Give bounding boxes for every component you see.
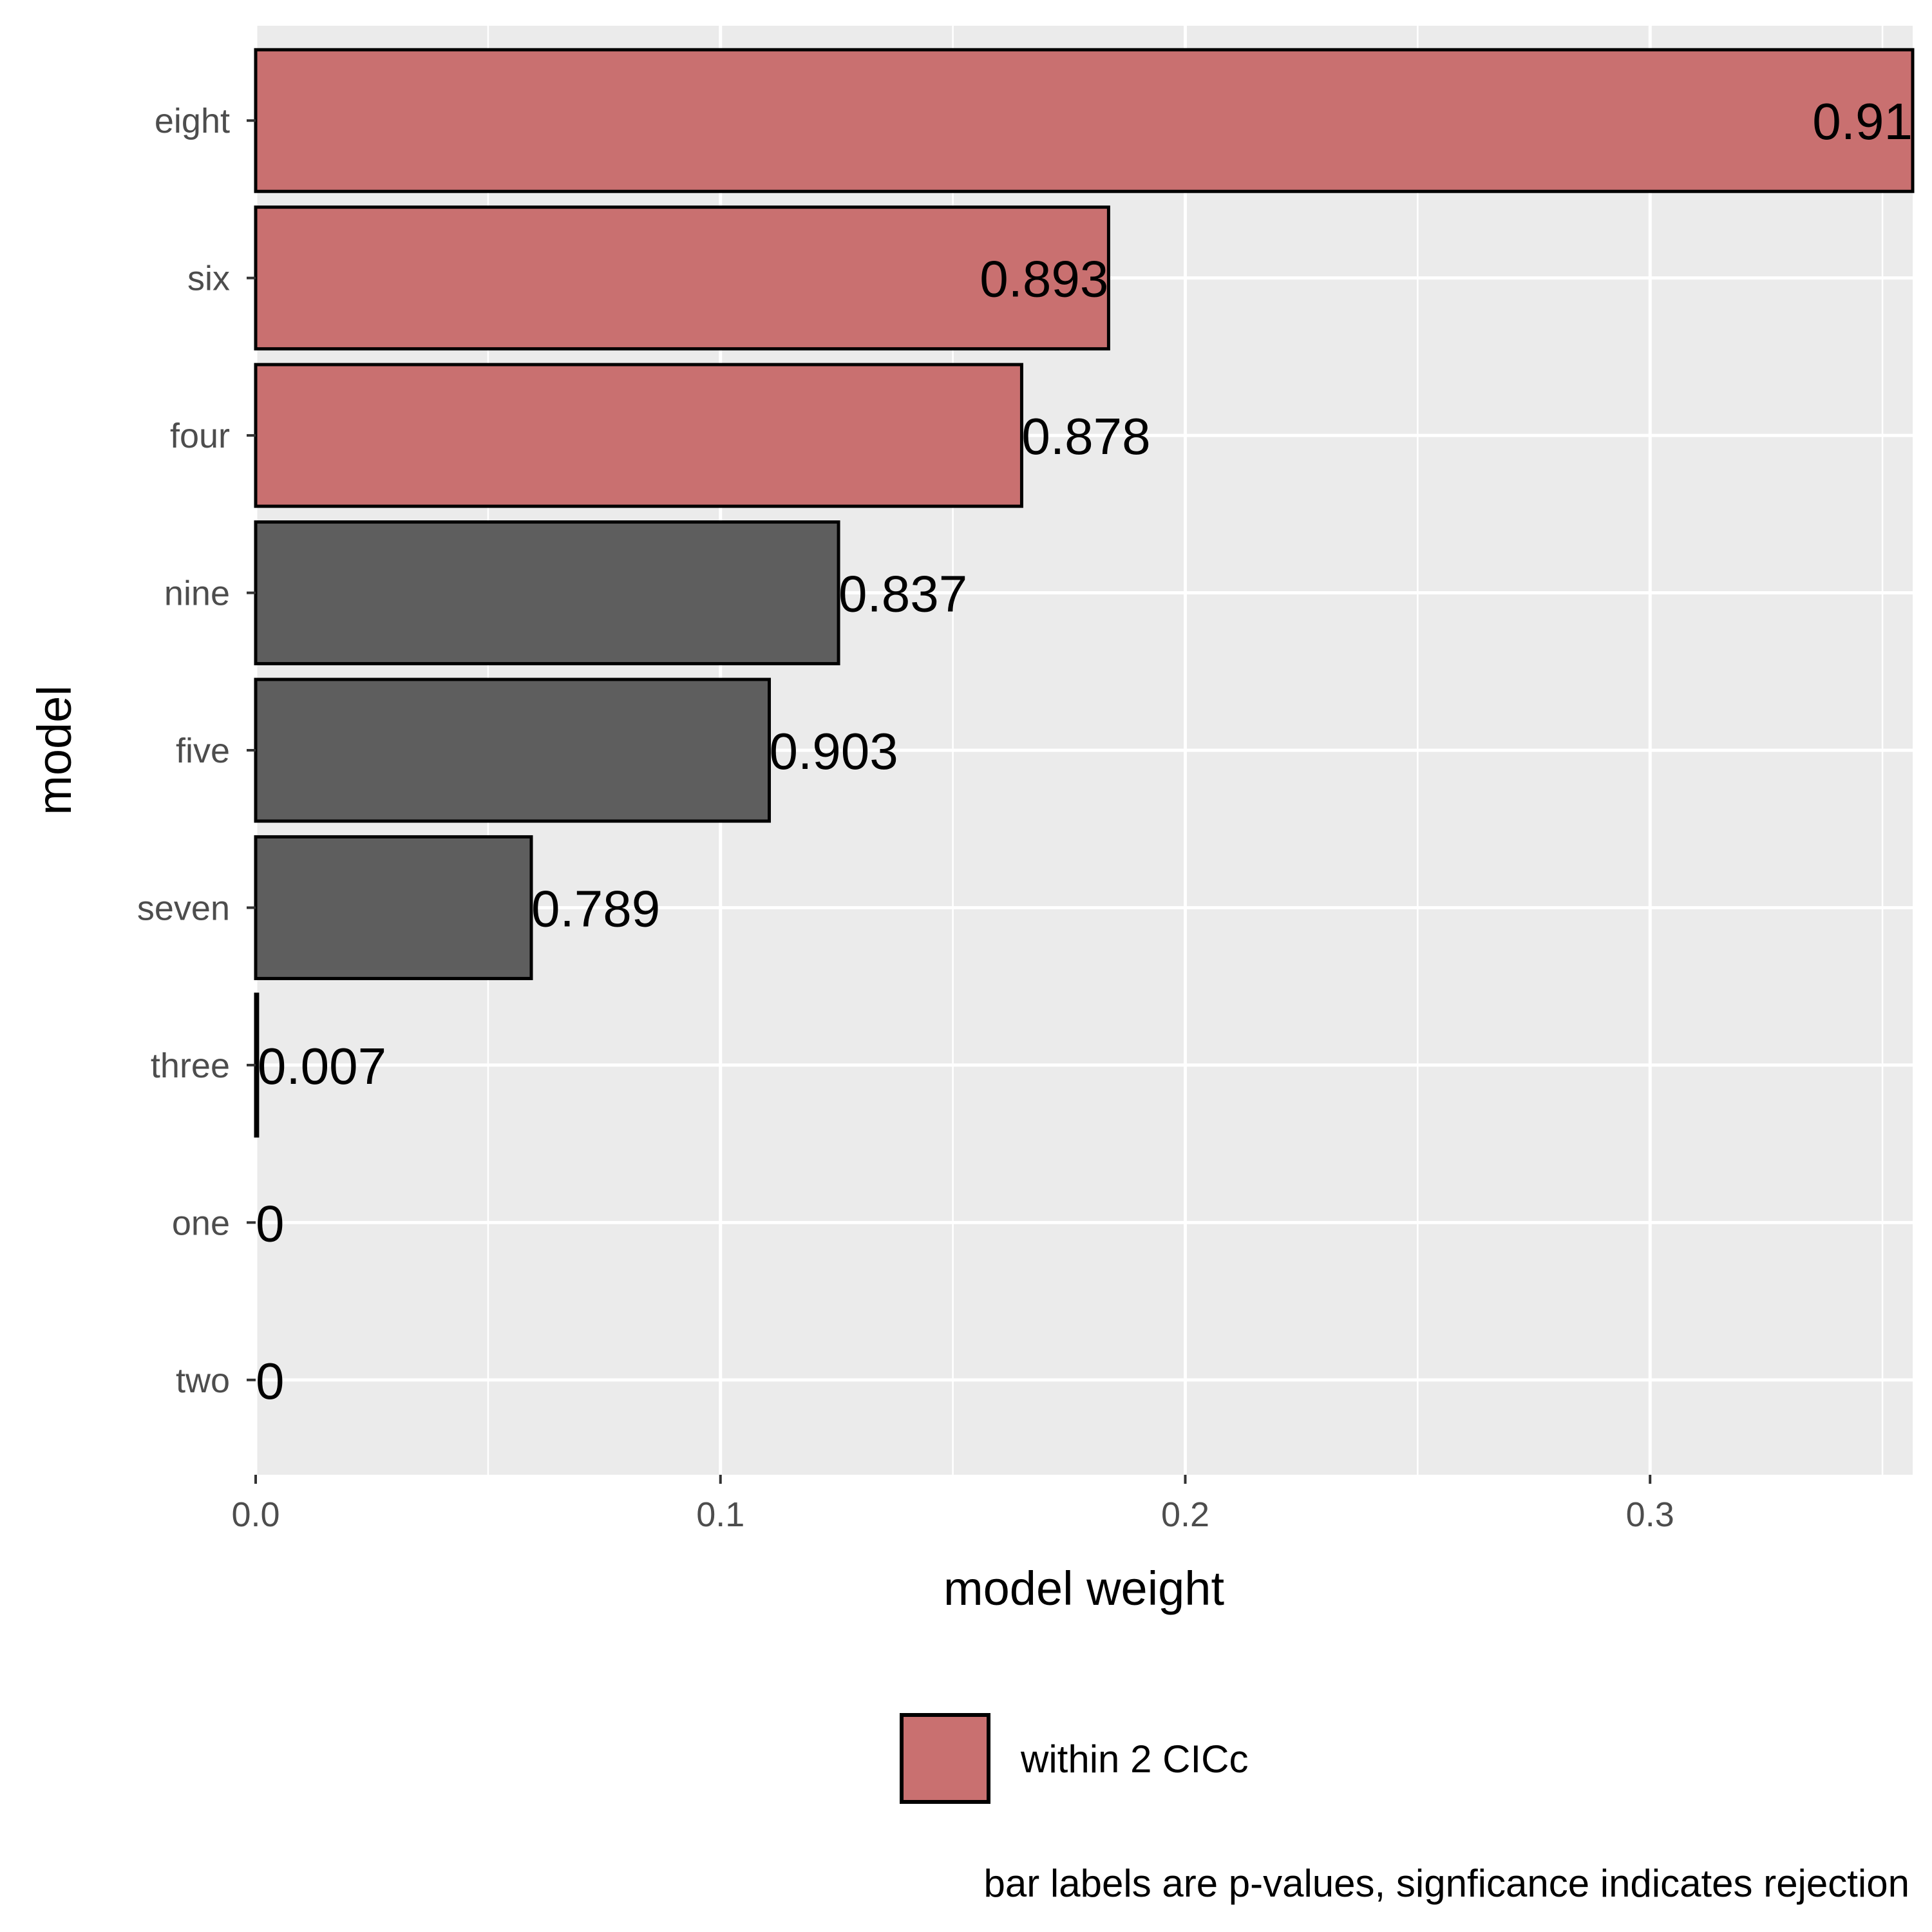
bar-eight [254,48,1915,193]
bar-label-two: 0 [256,1352,285,1410]
x-axis-title: model weight [943,1562,1224,1615]
y-tick-label-three: three [151,1046,230,1085]
y-tick-label-nine: nine [164,574,230,613]
bar-label-five: 0.903 [770,723,898,780]
bars [254,48,1915,1138]
y-tick-label-eight: eight [155,102,230,140]
legend-swatch [900,1713,990,1804]
y-axis: eight six four nine five seven three one two [137,102,256,1400]
bar-label-eight: 0.91 [1812,93,1913,150]
y-tick-label-seven: seven [137,889,230,927]
bar-nine [254,520,840,666]
caption: bar labels are p-values, signficance ind… [984,1862,1909,1905]
bar-label-seven: 0.789 [531,880,660,937]
bar-labels: 0.91 0.893 0.878 0.837 0.903 0.789 0.007 0 0 [256,93,1913,1410]
bar-label-six: 0.893 [980,251,1108,308]
y-axis-title: model [28,685,81,815]
bar-label-three: 0.007 [258,1037,386,1095]
bar-six [254,205,1110,351]
x-tick-label: 0.1 [696,1495,744,1534]
y-tick-label-four: four [170,417,230,455]
y-tick-label-one: one [172,1204,230,1242]
legend: within 2 CICc [900,1713,1248,1804]
x-tick-label: 0.3 [1626,1495,1674,1534]
y-tick-label-six: six [187,260,230,298]
legend-label: within 2 CICc [1020,1738,1248,1781]
y-tick-label-five: five [176,732,230,770]
bar-seven [254,835,533,980]
x-tick-label: 0.2 [1161,1495,1209,1534]
x-axis: 0.0 0.1 0.2 0.3 [231,1475,1674,1534]
x-tick-label: 0.0 [231,1495,279,1534]
bar-label-four: 0.878 [1021,408,1150,465]
y-tick-label-two: two [176,1361,230,1400]
bar-four [254,363,1023,508]
bar-label-nine: 0.837 [838,565,967,623]
bar-label-one: 0 [256,1195,285,1252]
bar-five [254,677,772,823]
